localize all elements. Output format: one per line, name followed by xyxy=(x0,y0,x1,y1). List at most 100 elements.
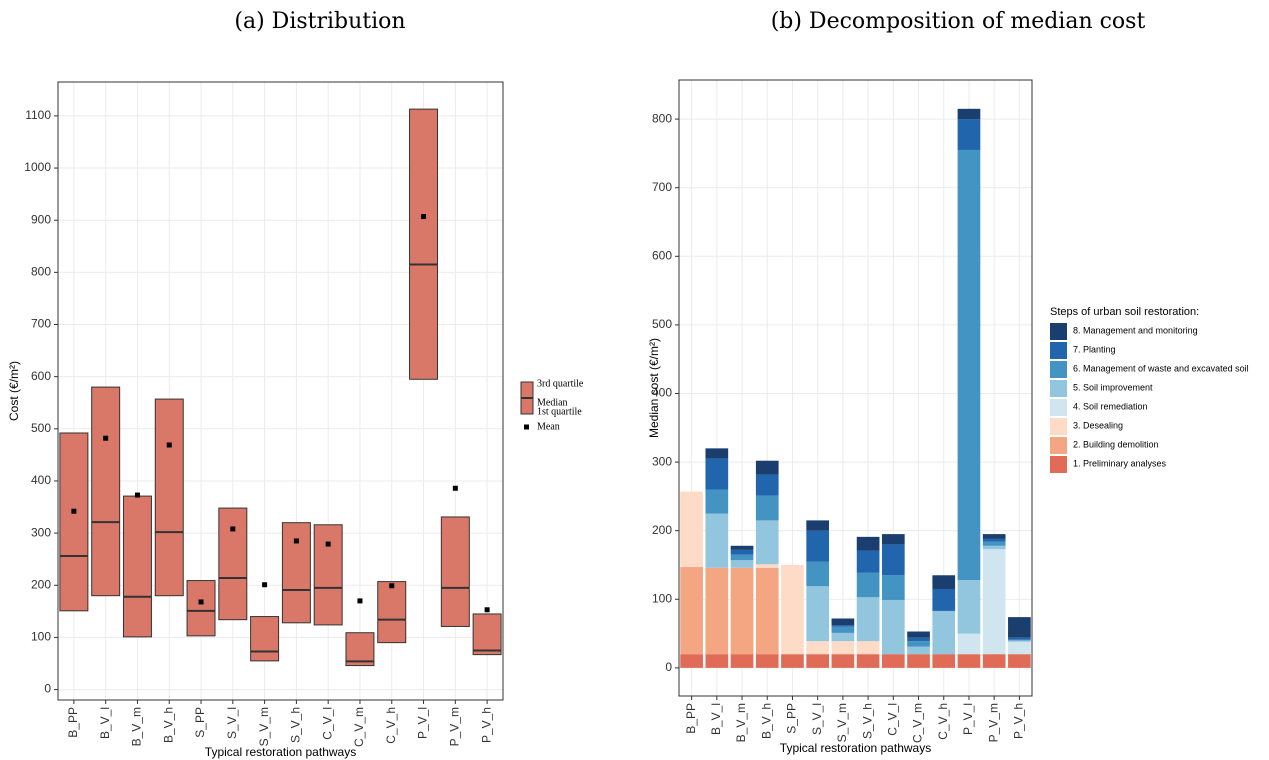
box xyxy=(59,432,89,612)
bar-segment xyxy=(856,597,880,642)
bar-segment xyxy=(856,536,880,551)
legend-label: 1. Preliminary analyses xyxy=(1073,458,1167,468)
bar-segment xyxy=(982,549,1006,655)
bar-segment xyxy=(755,495,779,521)
bar-segment xyxy=(806,520,830,531)
x-tick-label: P_V_l xyxy=(416,707,430,739)
bar-segment xyxy=(907,637,930,642)
bar-segment xyxy=(982,545,1006,550)
mean-point xyxy=(325,541,331,547)
mean-point xyxy=(198,599,204,605)
y-tick-label: 300 xyxy=(652,454,672,468)
bar-segment xyxy=(831,641,855,655)
bar-segment xyxy=(730,560,754,568)
x-tick-label: P_V_h xyxy=(479,707,493,743)
bar-segment xyxy=(856,641,880,655)
y-tick-label: 700 xyxy=(31,317,51,331)
bar-segment xyxy=(705,458,729,490)
mean-point xyxy=(166,442,172,448)
box xyxy=(472,613,502,656)
y-tick-label: 900 xyxy=(31,212,51,226)
bar-segment xyxy=(907,641,930,647)
legend-swatch xyxy=(1050,342,1067,359)
box xyxy=(313,524,343,626)
legend-label: 3. Desealing xyxy=(1073,420,1123,430)
x-tick-label: B_V_l xyxy=(709,703,723,735)
bar-segment xyxy=(730,549,754,555)
mean-point xyxy=(293,538,299,544)
bar-segment xyxy=(730,545,754,550)
bar-segment xyxy=(982,654,1006,668)
y-tick-label: 100 xyxy=(652,591,672,605)
y-tick-label: 1000 xyxy=(24,160,51,174)
bar-segment xyxy=(831,632,855,642)
mean-point xyxy=(134,492,140,498)
x-tick-label: C_V_m xyxy=(911,703,925,743)
x-tick-label: S_PP xyxy=(785,703,799,734)
mean-point xyxy=(484,607,490,613)
legend-swatch xyxy=(1050,323,1067,340)
legend-label: 1st quartile xyxy=(537,406,582,417)
y-tick-label: 800 xyxy=(31,265,51,279)
x-tick-label: S_V_l xyxy=(810,703,824,735)
x-tick-label: P_V_h xyxy=(1012,703,1026,739)
mean-point xyxy=(421,214,427,220)
legend-label: 6. Management of waste and excavated soi… xyxy=(1073,363,1249,373)
bar-segment xyxy=(705,489,729,514)
bar-segment xyxy=(680,567,703,655)
bar-segment xyxy=(957,580,981,634)
x-tick-label: P_V_m xyxy=(447,707,461,746)
x-tick-label: S_V_l xyxy=(225,707,239,739)
bar-segment xyxy=(957,633,981,655)
legend-swatch xyxy=(1050,361,1067,378)
x-tick-label: S_V_m xyxy=(257,707,271,746)
mean-point xyxy=(103,435,109,441)
x-tick-label: P_V_l xyxy=(961,703,975,735)
x-axis-label: Typical restoration pathways xyxy=(780,741,931,755)
x-tick-label: S_V_m xyxy=(835,703,849,742)
x-tick-label: C_V_h xyxy=(936,703,950,740)
bar-segment xyxy=(907,654,930,668)
y-tick-label: 200 xyxy=(31,577,51,591)
bar-segment xyxy=(806,654,830,668)
plot-border xyxy=(57,81,504,701)
y-axis-label: Median cost (€/m²) xyxy=(647,338,661,438)
bar-segment xyxy=(730,654,754,668)
legend-label: 4. Soil remediation xyxy=(1073,401,1148,411)
bar-segment xyxy=(1008,639,1031,641)
y-tick-label: 500 xyxy=(31,421,51,435)
bar-segment xyxy=(755,474,779,496)
x-tick-label: P_V_m xyxy=(986,703,1000,742)
bar-segment xyxy=(755,460,779,475)
bar-segment xyxy=(781,654,804,668)
box xyxy=(377,581,407,644)
x-tick-label: S_V_h xyxy=(860,703,874,739)
bar-segment xyxy=(881,534,905,545)
bar-segment xyxy=(856,550,880,573)
box xyxy=(186,580,216,637)
bar-segment xyxy=(680,491,703,568)
bar-segment xyxy=(680,654,703,668)
legend-swatch xyxy=(1050,437,1067,454)
legend-title: Steps of urban soil restoration: xyxy=(1050,306,1199,318)
x-tick-label: C_V_l xyxy=(885,703,899,736)
legend-mean xyxy=(524,424,529,430)
mean-point xyxy=(262,582,268,588)
bar-segment xyxy=(705,567,729,655)
bar-segment xyxy=(806,530,830,562)
legend-label: 7. Planting xyxy=(1073,344,1116,354)
bar-segment xyxy=(1008,640,1031,642)
bar-segment xyxy=(881,654,905,668)
mean-point xyxy=(230,526,236,532)
y-tick-label: 0 xyxy=(665,660,672,674)
legend-label: 8. Management and monitoring xyxy=(1073,325,1198,335)
bar-segment xyxy=(907,631,930,638)
x-tick-label: B_V_l xyxy=(98,707,112,739)
y-tick-label: 300 xyxy=(31,525,51,539)
bar-segment xyxy=(755,654,779,668)
x-tick-label: S_V_h xyxy=(289,707,303,743)
legend-swatch xyxy=(1050,418,1067,435)
bar-segment xyxy=(932,654,956,668)
bar-segment xyxy=(705,513,729,568)
